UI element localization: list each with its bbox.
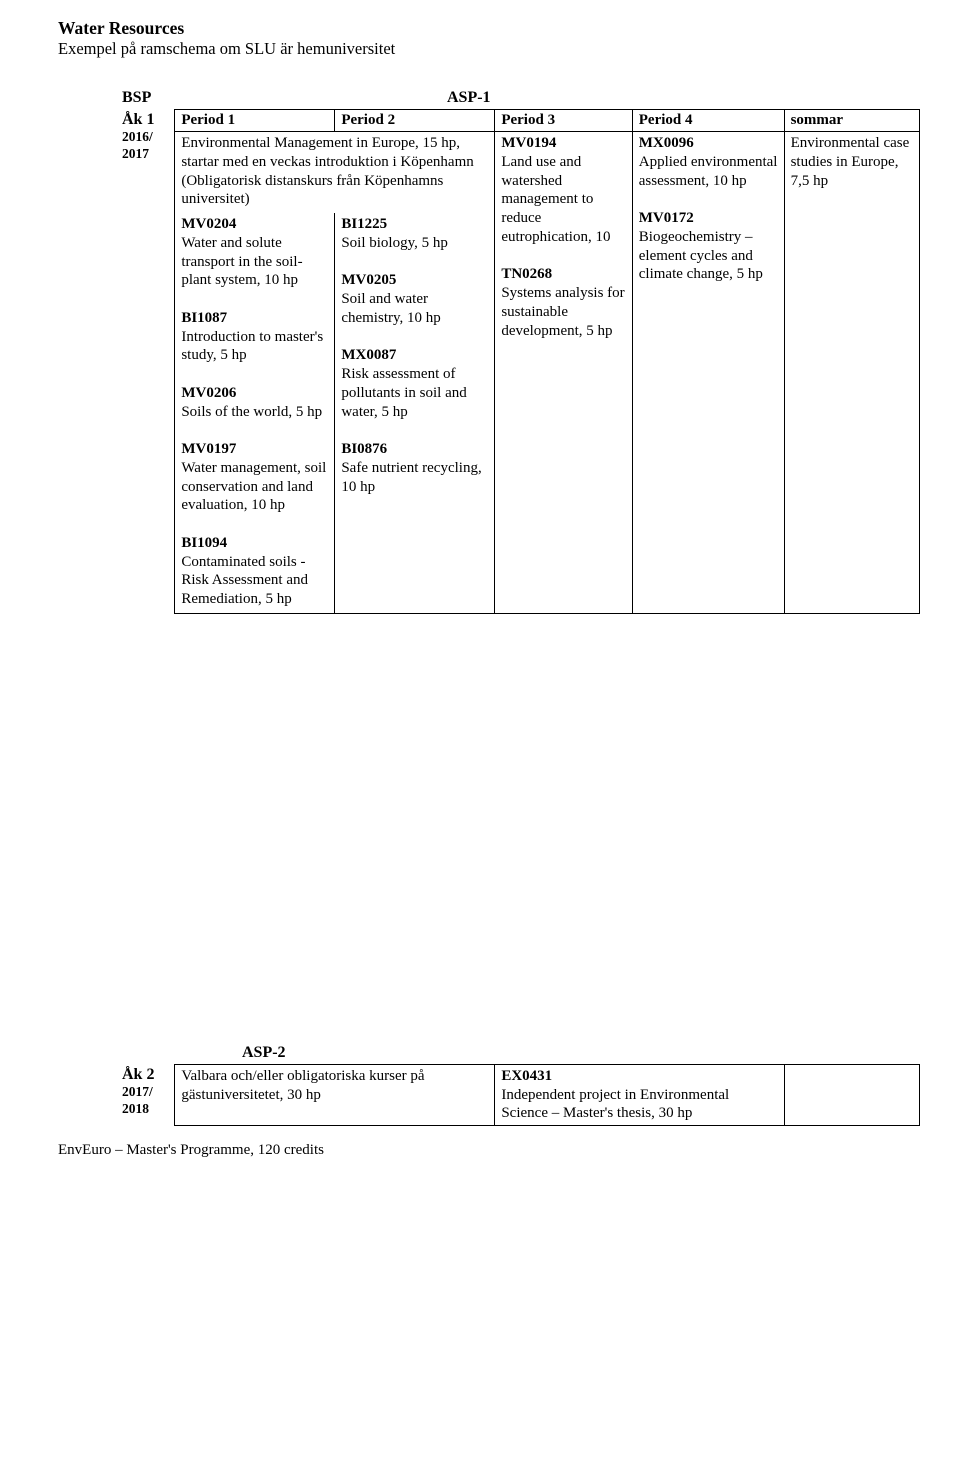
table1-wrap: Åk 1 2016/ 2017 Period 1 Period 2 Period… bbox=[122, 109, 920, 614]
asp2-left: Valbara och/eller obligatoriska kurser p… bbox=[175, 1064, 495, 1125]
table-row: Valbara och/eller obligatoriska kurser p… bbox=[175, 1064, 920, 1125]
course-text: Land use and watershed management to red… bbox=[501, 154, 610, 245]
table-row: Environmental Management in Europe, 15 h… bbox=[175, 132, 920, 214]
course-text: Water and solute transport in the soil-p… bbox=[181, 235, 302, 289]
course-code: TN0268 bbox=[501, 266, 552, 282]
course-text: Soil and water chemistry, 10 hp bbox=[341, 291, 440, 326]
asp2-right: EX0431 Independent project in Environmen… bbox=[495, 1064, 784, 1125]
sommar-cell: Environmental case studies in Europe, 7,… bbox=[784, 132, 919, 614]
year2-big: Åk 2 bbox=[122, 1066, 174, 1084]
table-headers: BSP ASP-1 bbox=[122, 89, 920, 107]
course-text: Biogeochemistry – element cycles and cli… bbox=[639, 229, 763, 283]
table-row: Period 1 Period 2 Period 3 Period 4 somm… bbox=[175, 110, 920, 132]
course-text: Systems analysis for sustainable develop… bbox=[501, 285, 624, 339]
course-code: MV0194 bbox=[501, 135, 556, 151]
intro-cell: Environmental Management in Europe, 15 h… bbox=[175, 132, 495, 214]
course-code: BI0876 bbox=[341, 441, 387, 457]
course-text: Risk assessment of pollutants in soil an… bbox=[341, 366, 466, 420]
p1-cell: MV0204 Water and solute transport in the… bbox=[175, 213, 335, 613]
spacer bbox=[122, 614, 920, 1044]
page-title: Water Resources bbox=[58, 18, 920, 39]
table2: Valbara och/eller obligatoriska kurser p… bbox=[174, 1064, 920, 1126]
table2-wrap: Åk 2 2017/ 2018 Valbara och/eller obliga… bbox=[122, 1064, 920, 1126]
footer: EnvEuro – Master's Programme, 120 credit… bbox=[58, 1142, 920, 1159]
course-code: MV0204 bbox=[181, 216, 236, 232]
tables-block: BSP ASP-1 Åk 1 2016/ 2017 Period 1 Perio… bbox=[122, 89, 920, 1126]
asp2-head: ASP-2 bbox=[242, 1044, 920, 1062]
bsp-head: BSP bbox=[122, 89, 447, 107]
course-code: MV0206 bbox=[181, 385, 236, 401]
course-code: MX0087 bbox=[341, 347, 396, 363]
col-period2: Period 2 bbox=[335, 110, 495, 132]
page-subtitle: Exempel på ramschema om SLU är hemuniver… bbox=[58, 39, 920, 59]
year1-cell: Åk 1 2016/ 2017 bbox=[122, 109, 174, 614]
course-text: Contaminated soils - Risk Assessment and… bbox=[181, 554, 308, 608]
course-text: Soils of the world, 5 hp bbox=[181, 404, 322, 420]
course-code: MV0205 bbox=[341, 272, 396, 288]
course-text: Safe nutrient recycling, 10 hp bbox=[341, 460, 481, 495]
year1-big: Åk 1 bbox=[122, 111, 174, 129]
course-text: Soil biology, 5 hp bbox=[341, 235, 448, 251]
col-period3: Period 3 bbox=[495, 110, 632, 132]
col-period4: Period 4 bbox=[632, 110, 784, 132]
col-period1: Period 1 bbox=[175, 110, 335, 132]
asp1-head: ASP-1 bbox=[447, 89, 491, 107]
asp2-empty bbox=[784, 1064, 919, 1125]
course-code: BI1087 bbox=[181, 310, 227, 326]
p4-cell: MX0096 Applied environmental assessment,… bbox=[632, 132, 784, 614]
table1: Period 1 Period 2 Period 3 Period 4 somm… bbox=[174, 109, 920, 614]
course-code: MV0197 bbox=[181, 441, 236, 457]
course-text: Water management, soil conservation and … bbox=[181, 460, 326, 514]
course-code: BI1225 bbox=[341, 216, 387, 232]
course-text: Introduction to master's study, 5 hp bbox=[181, 329, 323, 364]
course-code: EX0431 bbox=[501, 1068, 552, 1084]
col-sommar: sommar bbox=[784, 110, 919, 132]
course-text: Applied environmental assessment, 10 hp bbox=[639, 154, 778, 189]
course-text: Independent project in Environmental Sci… bbox=[501, 1087, 729, 1122]
year1-small: 2016/ 2017 bbox=[122, 129, 153, 161]
p2-cell: BI1225 Soil biology, 5 hp MV0205 Soil an… bbox=[335, 213, 495, 613]
course-code: BI1094 bbox=[181, 535, 227, 551]
course-code: MV0172 bbox=[639, 210, 694, 226]
p3-cell: MV0194 Land use and watershed management… bbox=[495, 132, 632, 614]
year2-cell: Åk 2 2017/ 2018 bbox=[122, 1064, 174, 1126]
year2-small: 2017/ 2018 bbox=[122, 1084, 153, 1116]
course-code: MX0096 bbox=[639, 135, 694, 151]
